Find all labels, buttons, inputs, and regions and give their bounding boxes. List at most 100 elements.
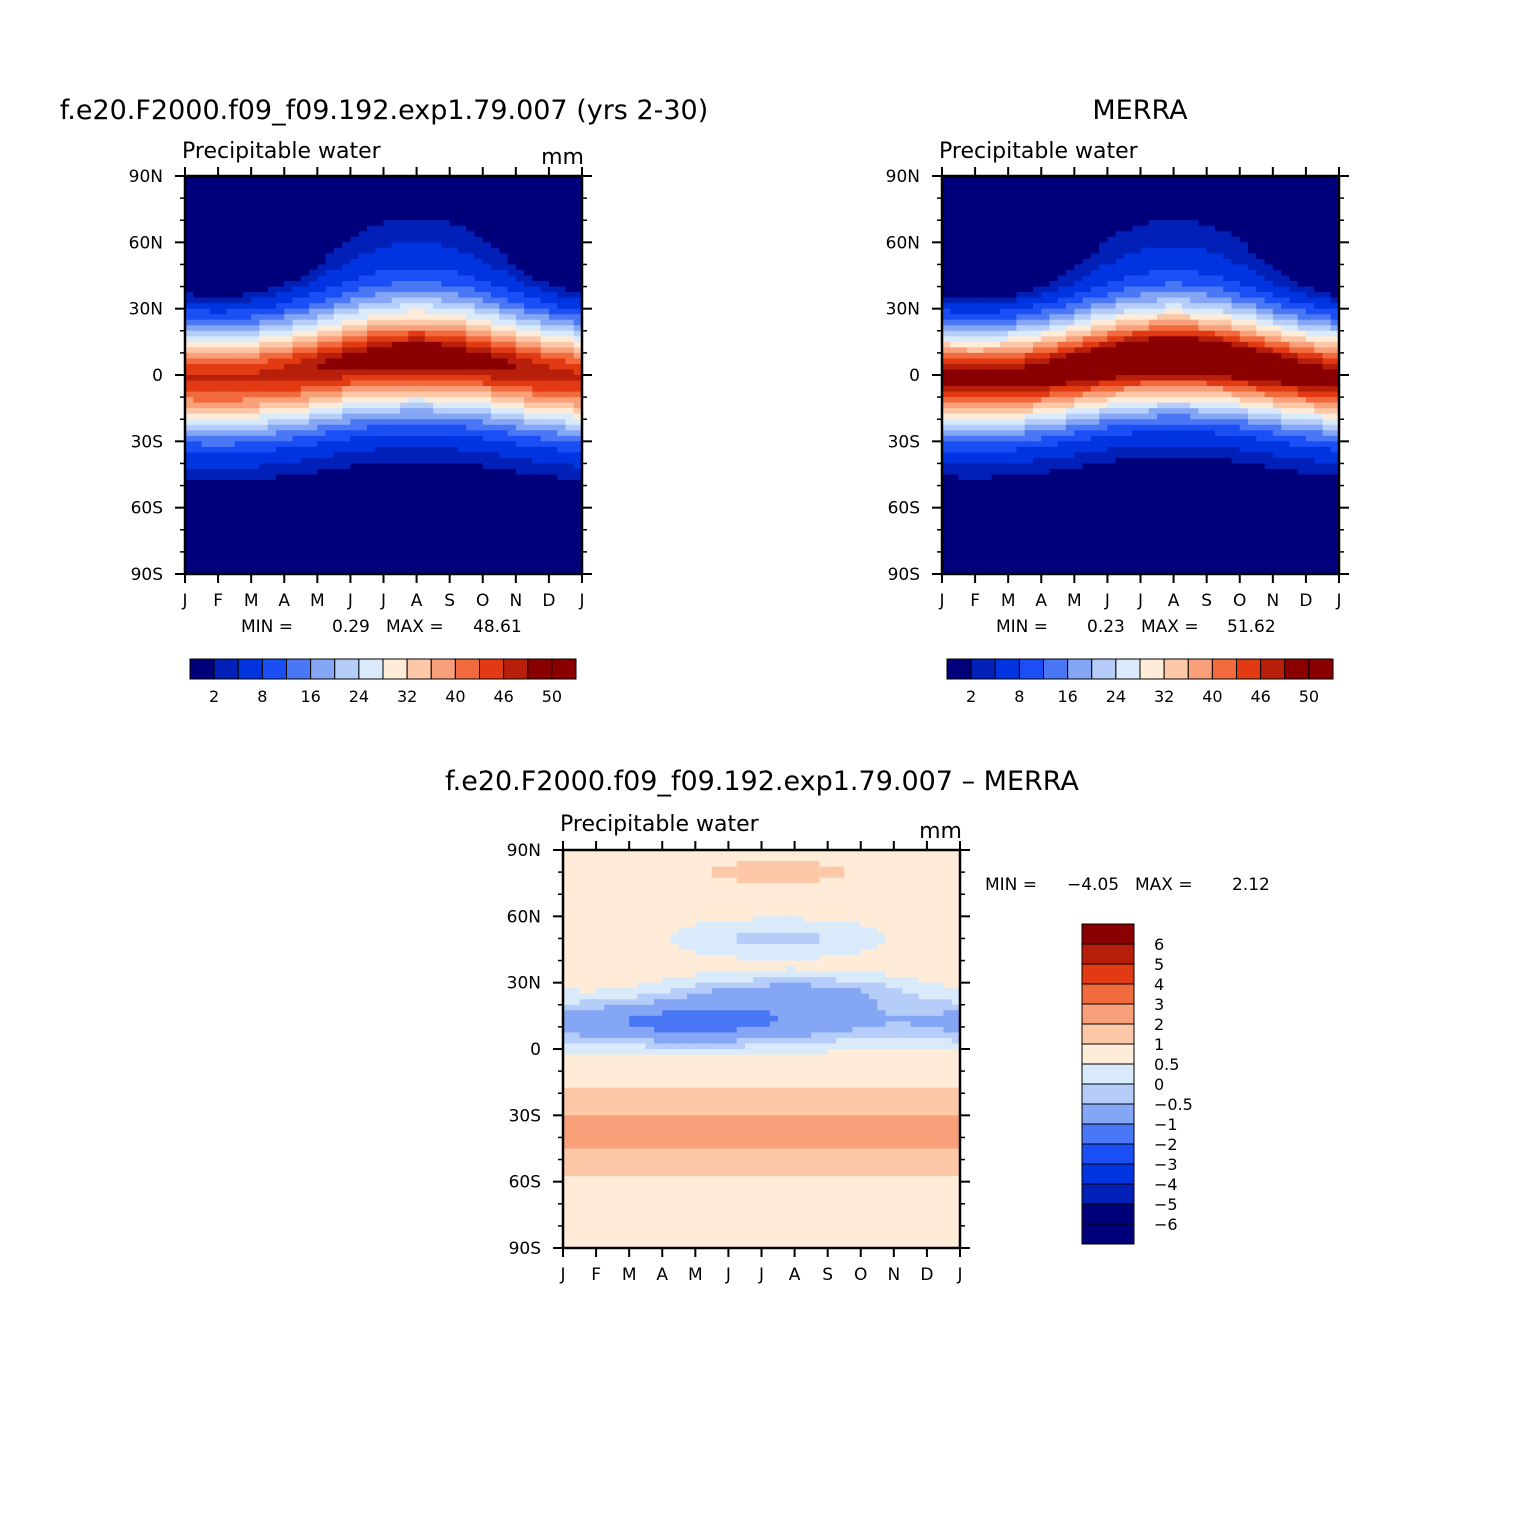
field-cell [457, 281, 467, 288]
field-cell [284, 419, 294, 426]
field-cell [482, 198, 492, 205]
field-cell [950, 281, 960, 288]
field-cell [548, 253, 558, 260]
field-cell [383, 336, 393, 343]
field-cell [1057, 236, 1067, 243]
field-cell [300, 457, 310, 465]
field-cell [251, 540, 261, 547]
field-cell [251, 253, 261, 260]
field-cell [507, 314, 517, 321]
field-cell [573, 187, 583, 194]
field-cell [366, 557, 376, 564]
field-cell [565, 474, 575, 481]
field-cell [457, 568, 467, 575]
field-cell [218, 341, 227, 348]
field-cell [185, 463, 194, 470]
field-cell [408, 369, 418, 376]
field-cell [466, 303, 476, 310]
field-cell [333, 308, 343, 315]
field-cell [524, 269, 533, 277]
field-cell [1190, 198, 1199, 205]
field-cell [433, 546, 442, 553]
field-cell [433, 424, 442, 431]
field-cell [358, 292, 368, 299]
field-cell [259, 513, 269, 520]
field-cell [1074, 176, 1084, 183]
field-cell [1008, 297, 1018, 304]
field-cell [366, 485, 376, 492]
field-cell [966, 220, 976, 227]
field-cell [1173, 297, 1183, 304]
field-cell [499, 380, 509, 387]
field-cell [1148, 269, 1158, 277]
field-cell [457, 347, 467, 354]
field-cell [1165, 308, 1175, 315]
field-cell [358, 275, 368, 282]
field-cell [548, 352, 558, 360]
field-cell [1231, 242, 1241, 249]
field-cell [284, 507, 294, 514]
field-cell [300, 314, 310, 321]
field-cell [234, 369, 244, 376]
x-tick-label: M [244, 591, 259, 611]
field-cell [491, 507, 500, 514]
field-cell [416, 391, 426, 398]
field-cell [573, 540, 583, 547]
field-cell [251, 402, 261, 409]
field-cell [1297, 303, 1307, 310]
field-cell [300, 375, 310, 382]
field-cell [185, 330, 194, 337]
field-cell [1123, 192, 1133, 199]
field-cell [565, 242, 575, 249]
field-cell [209, 463, 219, 470]
field-cell [333, 231, 343, 238]
field-cell [209, 242, 219, 249]
field-cell [234, 203, 244, 210]
field-cell [466, 557, 476, 564]
field-cell [557, 397, 567, 404]
field-cell [1297, 314, 1307, 321]
field-cell [292, 347, 302, 354]
field-cell [1157, 292, 1166, 299]
field-cell [557, 513, 567, 520]
field-cell [983, 269, 993, 277]
field-cell [540, 480, 550, 487]
field-cell [1041, 330, 1051, 337]
field-cell [1330, 319, 1340, 326]
field-cell [267, 247, 277, 254]
field-cell [275, 203, 285, 210]
field-cell [991, 258, 1001, 266]
field-cell [309, 480, 318, 487]
field-cell [507, 435, 517, 442]
field-cell [1330, 308, 1340, 315]
field-cell [524, 242, 533, 249]
field-cell [1066, 336, 1075, 343]
field-cell [991, 203, 1001, 210]
field-cell [557, 231, 567, 238]
field-cell [292, 535, 302, 542]
field-cell [309, 424, 318, 431]
field-cell [284, 535, 294, 542]
field-cell [1264, 198, 1274, 205]
field-cell [474, 225, 484, 232]
field-cell [251, 496, 261, 503]
field-cell [1289, 220, 1299, 227]
field-cell [366, 391, 376, 398]
field-cell [391, 253, 401, 260]
field-cell [251, 319, 261, 326]
field-cell [342, 529, 352, 536]
field-cell [499, 319, 509, 326]
field-cell [1041, 214, 1051, 221]
field-cell [1024, 247, 1034, 254]
field-cell [515, 275, 525, 282]
field-cell [408, 292, 418, 299]
field-cell [292, 551, 302, 559]
field-cell [1016, 214, 1026, 221]
field-cell [532, 502, 542, 509]
field-cell [457, 314, 467, 321]
field-cell [1157, 325, 1166, 332]
field-cell [391, 358, 401, 365]
field-cell [242, 214, 252, 221]
field-cell [548, 446, 558, 453]
field-cell [1330, 325, 1340, 332]
